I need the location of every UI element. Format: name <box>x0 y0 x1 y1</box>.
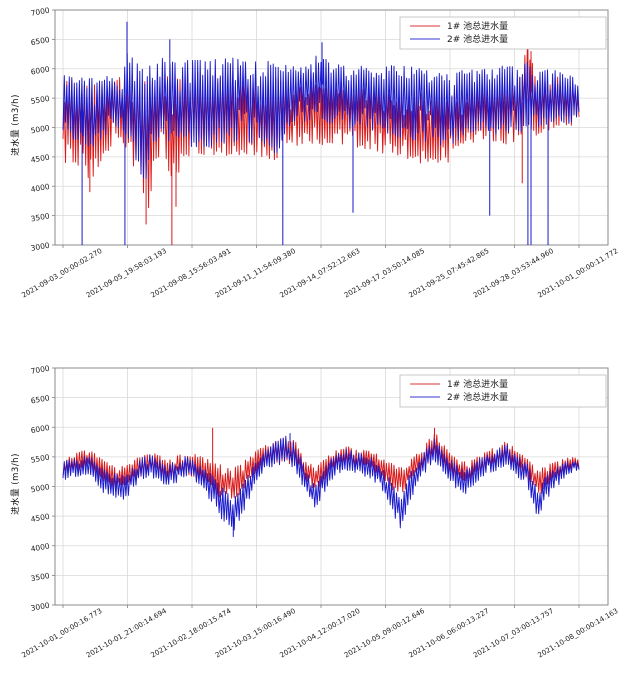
y-tick-label: 4000 <box>30 182 51 194</box>
series-line-2 <box>62 52 580 180</box>
y-tick-label: 5500 <box>30 452 51 464</box>
legend-box <box>399 16 607 50</box>
y-tick-label: 5000 <box>30 123 51 135</box>
y-tick-label: 6000 <box>30 64 51 76</box>
inflow-chart-september: 7000 6500 6000 5500 5000 4500 4000 3500 3000 2021… <box>0 0 640 332</box>
y-tick-label: 4500 <box>30 512 51 524</box>
y-tick-label: 3000 <box>30 241 51 253</box>
y-tick-label: 7000 <box>30 6 51 18</box>
legend-item-label: 2# 池总进水量 <box>447 391 508 403</box>
series-line-2 <box>62 435 580 531</box>
y-tick-label: 5500 <box>30 94 51 106</box>
y-tick-label: 6000 <box>30 423 51 435</box>
y-tick-label: 5000 <box>30 482 51 494</box>
legend-item-label: 1# 池总进水量 <box>447 378 508 390</box>
chart-canvas-top: 7000650060005500500045004000350030002021… <box>21 6 620 300</box>
chart-canvas-bottom: 7000650060005500500045004000350030002021… <box>21 364 620 660</box>
y-tick-label: 4000 <box>30 541 51 553</box>
y-tick-label: 6500 <box>30 35 51 47</box>
y-tick-label: 7000 <box>30 364 51 376</box>
y-tick-label: 3000 <box>30 601 51 613</box>
y-tick-label: 6500 <box>30 393 51 405</box>
y-tick-label: 4500 <box>30 152 51 164</box>
y-tick-label: 3500 <box>30 571 51 583</box>
legend-box <box>399 374 607 408</box>
y-tick-label: 3500 <box>30 211 51 223</box>
inflow-chart-october: 7000 6500 6000 5500 5000 4500 4000 3500 3000 2021… <box>0 345 640 677</box>
legend-item-label: 2# 池总进水量 <box>447 33 508 45</box>
y-axis-label: 进水量 (m3/h) <box>11 453 21 515</box>
legend-item-label: 1# 池总进水量 <box>447 20 508 32</box>
y-axis-label: 进水量 (m3/h) <box>11 94 21 156</box>
